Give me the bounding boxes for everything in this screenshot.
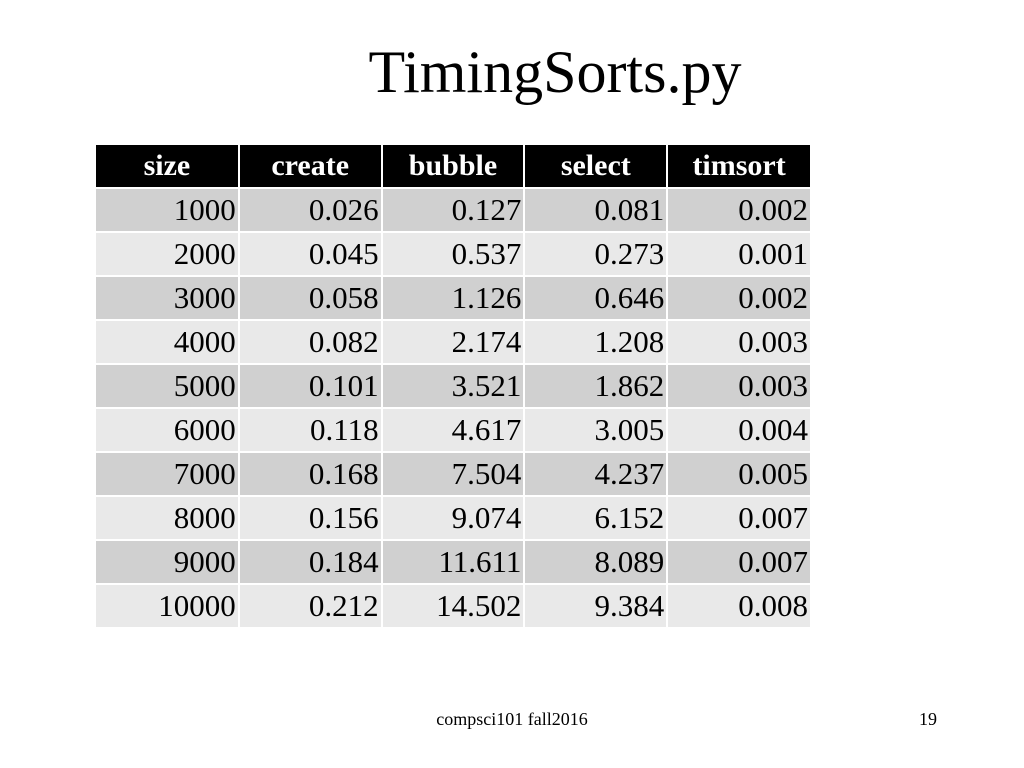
header-bubble: bubble — [381, 145, 526, 188]
slide-number: 19 — [919, 709, 937, 729]
cell-create: 0.101 — [238, 363, 383, 408]
table-row: 6000 0.118 4.617 3.005 0.004 — [96, 407, 810, 452]
cell-size: 3000 — [96, 275, 240, 320]
cell-size: 8000 — [96, 495, 240, 540]
table-row: 1000 0.026 0.127 0.081 0.002 — [96, 187, 810, 232]
table-row: 9000 0.184 11.611 8.089 0.007 — [96, 539, 810, 584]
cell-select: 4.237 — [524, 451, 669, 496]
cell-size: 10000 — [96, 583, 240, 627]
cell-size: 9000 — [96, 539, 240, 584]
cell-timsort: 0.005 — [667, 451, 810, 496]
cell-timsort: 0.003 — [667, 319, 810, 364]
cell-bubble: 0.127 — [381, 187, 526, 232]
cell-size: 7000 — [96, 451, 240, 496]
slide-title: TimingSorts.py — [368, 39, 742, 105]
header-select: select — [524, 145, 669, 188]
cell-size: 6000 — [96, 407, 240, 452]
cell-size: 4000 — [96, 319, 240, 364]
cell-bubble: 4.617 — [381, 407, 526, 452]
cell-bubble: 14.502 — [381, 583, 526, 627]
table-row: 10000 0.212 14.502 9.384 0.008 — [96, 583, 810, 627]
cell-bubble: 9.074 — [381, 495, 526, 540]
cell-create: 0.026 — [238, 187, 383, 232]
cell-select: 0.081 — [524, 187, 669, 232]
timing-table: size create bubble select timsort 1000 0… — [96, 145, 810, 627]
cell-size: 5000 — [96, 363, 240, 408]
slide-footer: compsci101 fall2016 — [436, 709, 588, 729]
cell-create: 0.045 — [238, 231, 383, 276]
cell-select: 9.384 — [524, 583, 669, 627]
cell-bubble: 0.537 — [381, 231, 526, 276]
cell-create: 0.212 — [238, 583, 383, 627]
cell-timsort: 0.008 — [667, 583, 810, 627]
cell-select: 1.862 — [524, 363, 669, 408]
cell-size: 2000 — [96, 231, 240, 276]
cell-create: 0.082 — [238, 319, 383, 364]
cell-create: 0.118 — [238, 407, 383, 452]
table-row: 2000 0.045 0.537 0.273 0.001 — [96, 231, 810, 276]
cell-bubble: 1.126 — [381, 275, 526, 320]
cell-bubble: 3.521 — [381, 363, 526, 408]
header-timsort: timsort — [667, 145, 810, 188]
cell-timsort: 0.007 — [667, 495, 810, 540]
cell-create: 0.184 — [238, 539, 383, 584]
cell-timsort: 0.002 — [667, 187, 810, 232]
table-row: 7000 0.168 7.504 4.237 0.005 — [96, 451, 810, 496]
table-row: 8000 0.156 9.074 6.152 0.007 — [96, 495, 810, 540]
table-row: 5000 0.101 3.521 1.862 0.003 — [96, 363, 810, 408]
cell-timsort: 0.001 — [667, 231, 810, 276]
cell-select: 1.208 — [524, 319, 669, 364]
cell-bubble: 11.611 — [381, 539, 526, 584]
table-row: 3000 0.058 1.126 0.646 0.002 — [96, 275, 810, 320]
header-size: size — [96, 145, 240, 188]
cell-timsort: 0.004 — [667, 407, 810, 452]
cell-bubble: 7.504 — [381, 451, 526, 496]
cell-timsort: 0.002 — [667, 275, 810, 320]
table-header-row: size create bubble select timsort — [96, 145, 810, 188]
cell-size: 1000 — [96, 187, 240, 232]
cell-select: 6.152 — [524, 495, 669, 540]
cell-timsort: 0.003 — [667, 363, 810, 408]
cell-create: 0.156 — [238, 495, 383, 540]
cell-create: 0.168 — [238, 451, 383, 496]
table-row: 4000 0.082 2.174 1.208 0.003 — [96, 319, 810, 364]
cell-timsort: 0.007 — [667, 539, 810, 584]
cell-select: 3.005 — [524, 407, 669, 452]
cell-bubble: 2.174 — [381, 319, 526, 364]
header-create: create — [238, 145, 383, 188]
cell-create: 0.058 — [238, 275, 383, 320]
cell-select: 0.646 — [524, 275, 669, 320]
cell-select: 0.273 — [524, 231, 669, 276]
cell-select: 8.089 — [524, 539, 669, 584]
